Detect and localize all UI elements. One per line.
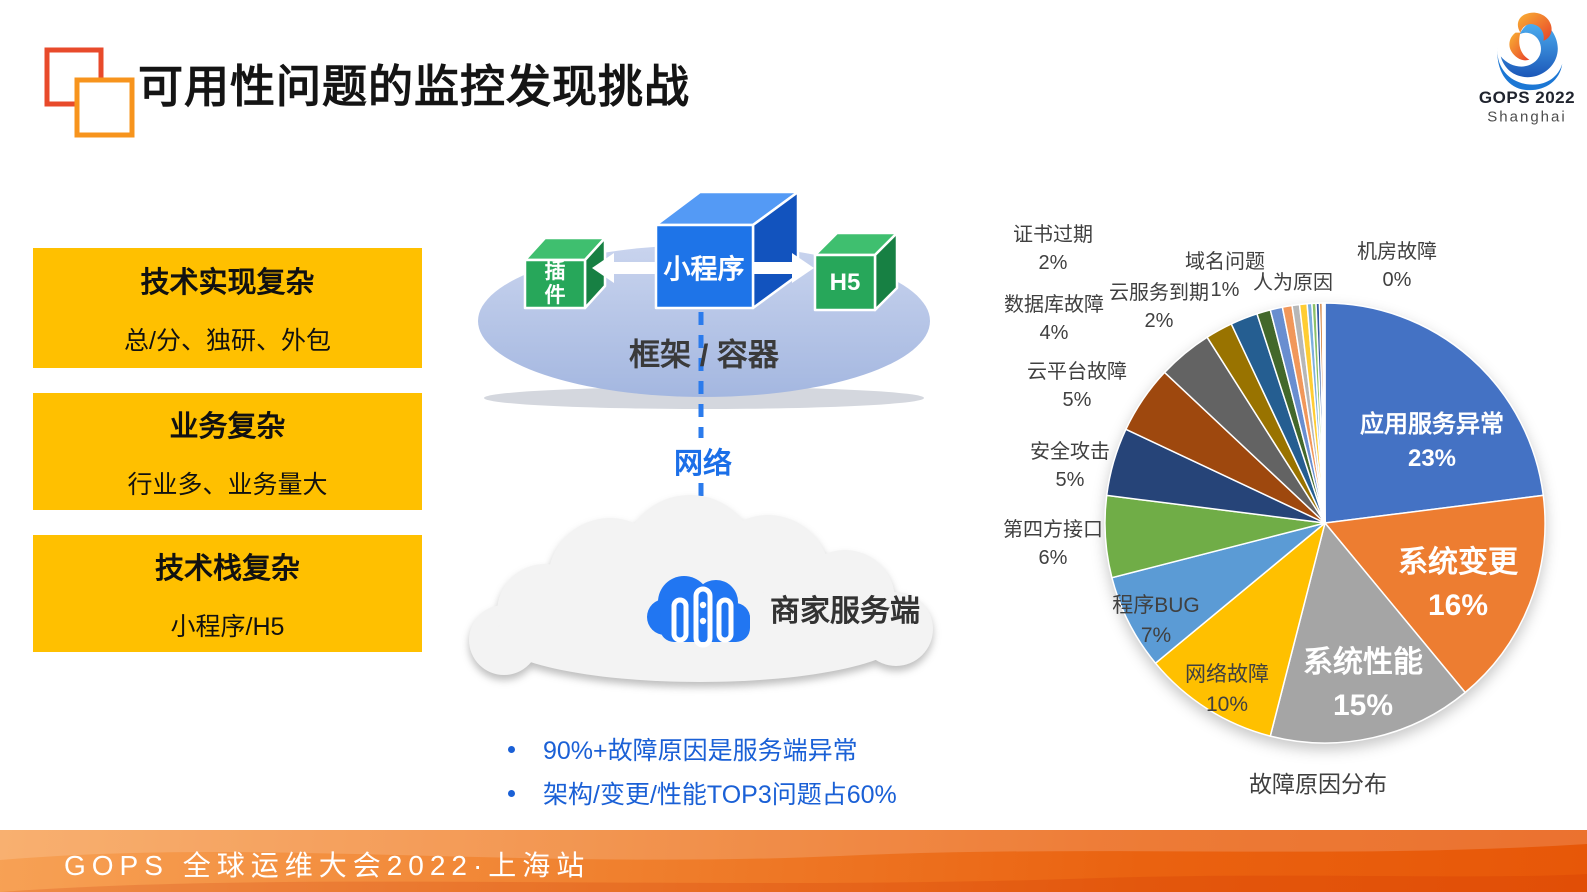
panel-title: 技术实现复杂 bbox=[140, 267, 315, 299]
panel-tech-stack: 技术栈复杂 小程序/H5 bbox=[33, 535, 422, 652]
panel-subtitle: 行业多、业务量大 bbox=[127, 470, 328, 499]
network-label: 网络 bbox=[673, 448, 733, 480]
panel-title: 业务复杂 bbox=[169, 410, 286, 443]
bullet-dot-icon bbox=[508, 745, 515, 753]
bullet-text: 90%+故障原因是服务端异常 bbox=[543, 737, 858, 765]
pie-label-系统变更: 系统变更 16% bbox=[1398, 546, 1518, 622]
pie-label-安全攻击: 安全攻击 5% bbox=[1030, 441, 1110, 491]
footer-wave-decor bbox=[0, 830, 1587, 892]
footer-bar: GOPS 全球运维大会2022·上海站 bbox=[0, 830, 1587, 892]
miniprogram-cube-label: 小程序 bbox=[663, 254, 745, 285]
pie-label-系统性能: 系统性能 15% bbox=[1303, 646, 1423, 722]
bullet-item: 架构/变更/性能TOP3问题占60% bbox=[508, 775, 897, 811]
pie-slice-系统性能 bbox=[1269, 521, 1467, 744]
pie-chart: 故障原因分布 应用服务异常 23% 系统变更 16% 系统性能 15% 网络故障 10% 程序B… bbox=[975, 195, 1587, 840]
pie-slice-系统变更 bbox=[1323, 494, 1546, 694]
cloud-label: 商家服务端 bbox=[770, 595, 920, 628]
page-title: 可用性问题的监控发现挑战 bbox=[138, 61, 691, 112]
pie-slice-机房故障 bbox=[1322, 302, 1326, 524]
plugin-cube-label: 插件 bbox=[544, 260, 566, 307]
pie-label-第四方接口: 第四方接口 6% bbox=[1003, 519, 1103, 569]
pie-chart-caption: 故障原因分布 bbox=[1249, 771, 1387, 797]
plugin-cube bbox=[523, 236, 607, 310]
pie-label-证书过期: 证书过期 2% bbox=[1013, 224, 1093, 274]
pie-label-程序BUG: 程序BUG 7% bbox=[1112, 594, 1200, 647]
pie-label-应用服务异常: 应用服务异常 23% bbox=[1360, 411, 1504, 472]
footer-text: GOPS 全球运维大会2022·上海站 bbox=[64, 850, 591, 881]
cloud-server-icon bbox=[647, 576, 750, 648]
bullet-text: 架构/变更/性能TOP3问题占60% bbox=[543, 781, 897, 809]
pie-slice-应用服务异常 bbox=[1324, 302, 1545, 524]
overlapping-squares-icon bbox=[44, 47, 135, 138]
platform-shadow bbox=[484, 387, 924, 409]
pie-label-数据库故障: 数据库故障 4% bbox=[1004, 294, 1104, 344]
pie-label-机房故障: 机房故障 0% bbox=[1357, 241, 1437, 291]
h5-cube bbox=[813, 231, 899, 312]
pie-label-域名问题: 域名问题 1% bbox=[1185, 251, 1265, 301]
panel-subtitle: 小程序/H5 bbox=[170, 612, 285, 641]
pie-label-云服务到期: 云服务到期 2% bbox=[1109, 282, 1209, 332]
panel-business: 业务复杂 行业多、业务量大 bbox=[33, 393, 422, 510]
pie-svg bbox=[1104, 302, 1546, 744]
bullet-dot-icon bbox=[508, 789, 515, 797]
panel-subtitle: 总/分、独研、外包 bbox=[124, 327, 331, 355]
miniprogram-cube bbox=[654, 190, 800, 310]
gops-logo-text: GOPS 2022 bbox=[1478, 88, 1576, 107]
bullet-item: 90%+故障原因是服务端异常 bbox=[508, 731, 858, 767]
pie-label-人为原因: 人为原因 bbox=[1253, 272, 1333, 294]
pie-label-云平台故障: 云平台故障 5% bbox=[1027, 361, 1127, 411]
arrow-right-icon bbox=[753, 253, 814, 283]
gops-logo-icon bbox=[1497, 12, 1563, 91]
gops-logo-subtext: Shanghai bbox=[1487, 108, 1567, 126]
arrow-left-icon bbox=[592, 253, 656, 283]
platform-label: 框架 / 容器 bbox=[629, 337, 779, 373]
pie-label-网络故障: 网络故障 10% bbox=[1185, 663, 1269, 716]
pie-slice-网络故障 bbox=[1154, 520, 1327, 738]
panel-title: 技术栈复杂 bbox=[154, 552, 300, 585]
h5-cube-label: H5 bbox=[829, 269, 861, 296]
panel-tech-implementation: 技术实现复杂 总/分、独研、外包 bbox=[33, 248, 422, 368]
